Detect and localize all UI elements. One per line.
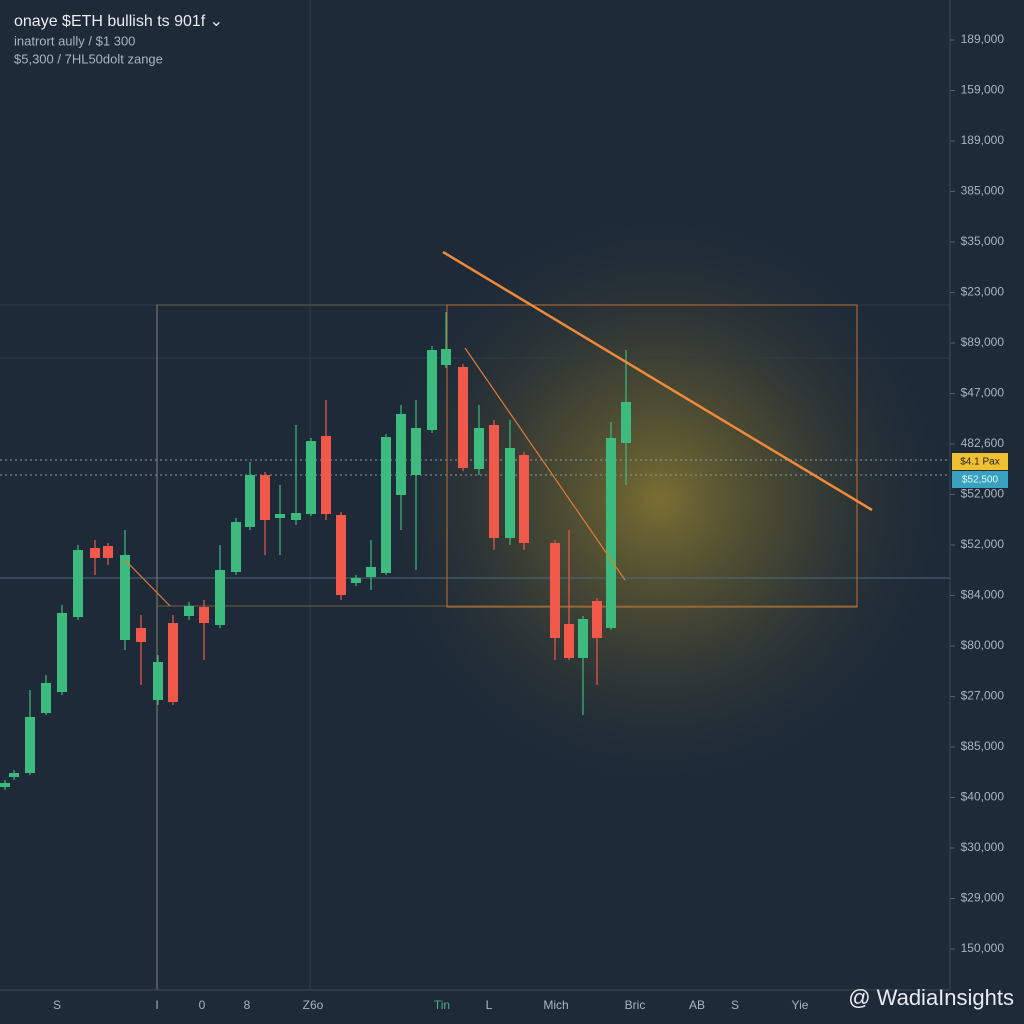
candle-body	[366, 567, 376, 577]
price-label: 150,000	[961, 941, 1005, 955]
candle-body	[458, 367, 468, 468]
time-label: Z6o	[303, 998, 324, 1012]
candle-body	[592, 601, 602, 638]
candle-body	[489, 425, 499, 538]
price-label: $80,000	[961, 638, 1005, 652]
price-label: 189,000	[961, 32, 1005, 46]
candle-body	[621, 402, 631, 443]
time-label: S	[53, 998, 61, 1012]
candle-body	[396, 414, 406, 495]
subtitle: inatrort aully / $1 300	[14, 33, 135, 48]
candle-body	[73, 550, 83, 617]
time-label: Tin	[434, 998, 450, 1012]
price-label: $35,000	[961, 234, 1005, 248]
candle-body	[260, 475, 270, 520]
price-label: $40,000	[961, 790, 1005, 804]
candle-body	[9, 773, 19, 777]
time-label: S	[731, 998, 739, 1012]
price-label: $23,000	[961, 285, 1005, 299]
price-label: $84,000	[961, 588, 1005, 602]
candle-body	[381, 437, 391, 573]
time-label: Mich	[543, 998, 568, 1012]
candles	[0, 312, 631, 790]
candle-body	[120, 555, 130, 640]
candle-body	[184, 606, 194, 616]
price-label: $30,000	[961, 840, 1005, 854]
price-label: 159,000	[961, 83, 1005, 97]
price-tag-yellow	[952, 453, 1008, 470]
time-axis: S I 0 8 Z6o Tin L Mich Bric AB S Yie	[53, 998, 809, 1012]
zone-box	[446, 304, 858, 608]
candle-body	[215, 570, 225, 625]
price-label: $89,000	[961, 335, 1005, 349]
price-label: $27,000	[961, 689, 1005, 703]
candle-body	[411, 428, 421, 475]
candle-body	[245, 475, 255, 527]
price-label: $85,000	[961, 739, 1005, 753]
time-label: Yie	[792, 998, 809, 1012]
candle-body	[136, 628, 146, 642]
candle-body	[505, 448, 515, 538]
candle-body	[306, 441, 316, 514]
trend-line	[442, 250, 873, 512]
time-label: AB	[689, 998, 705, 1012]
time-label: 0	[199, 998, 206, 1012]
watermark: @ WadiaInsights	[848, 985, 1014, 1010]
glow	[360, 200, 960, 800]
price-tag-text: $52,500	[962, 475, 999, 486]
candle-body	[199, 607, 209, 623]
price-label: $52,000	[961, 537, 1005, 551]
price-label: $47,000	[961, 386, 1005, 400]
candle-body	[168, 623, 178, 702]
title: onaye $ETH bullish ts 901f ⌄	[14, 13, 223, 30]
price-tag-blue	[952, 471, 1008, 488]
trend-line	[464, 347, 626, 581]
candle-body	[550, 543, 560, 638]
price-label: 189,000	[961, 133, 1005, 147]
price-tag-text: $4.1 Pax	[960, 457, 999, 468]
price-label: 482,600	[961, 436, 1005, 450]
candle-body	[25, 717, 35, 773]
candle-body	[336, 515, 346, 595]
candle-body	[231, 522, 241, 572]
candle-body	[0, 783, 10, 787]
time-label: 8	[244, 998, 251, 1012]
candle-body	[351, 578, 361, 583]
candle-body	[321, 436, 331, 514]
subtitle: $5,300 / 7HL50dolt zange	[14, 51, 163, 66]
candle-body	[275, 514, 285, 518]
candle-body	[427, 350, 437, 430]
candle-body	[606, 438, 616, 628]
candle-body	[474, 428, 484, 469]
price-label: $29,000	[961, 891, 1005, 905]
price-axis: 189,000 159,000 189,000 385,000 $35,000 $23,0…	[950, 32, 1004, 955]
candle-body	[291, 513, 301, 520]
candle-body	[441, 349, 451, 365]
candle-body	[153, 662, 163, 700]
time-label: L	[486, 998, 493, 1012]
price-label: 385,000	[961, 184, 1005, 198]
candle-body	[578, 619, 588, 658]
candle-body	[41, 683, 51, 713]
trend-line	[124, 559, 171, 607]
candle-body	[57, 613, 67, 692]
candle-body	[564, 624, 574, 658]
time-label: Bric	[625, 998, 646, 1012]
price-label: $52,000	[961, 487, 1005, 501]
candle-body	[103, 546, 113, 558]
candle-body	[90, 548, 100, 558]
candle-body	[519, 455, 529, 543]
time-label: I	[155, 998, 158, 1012]
